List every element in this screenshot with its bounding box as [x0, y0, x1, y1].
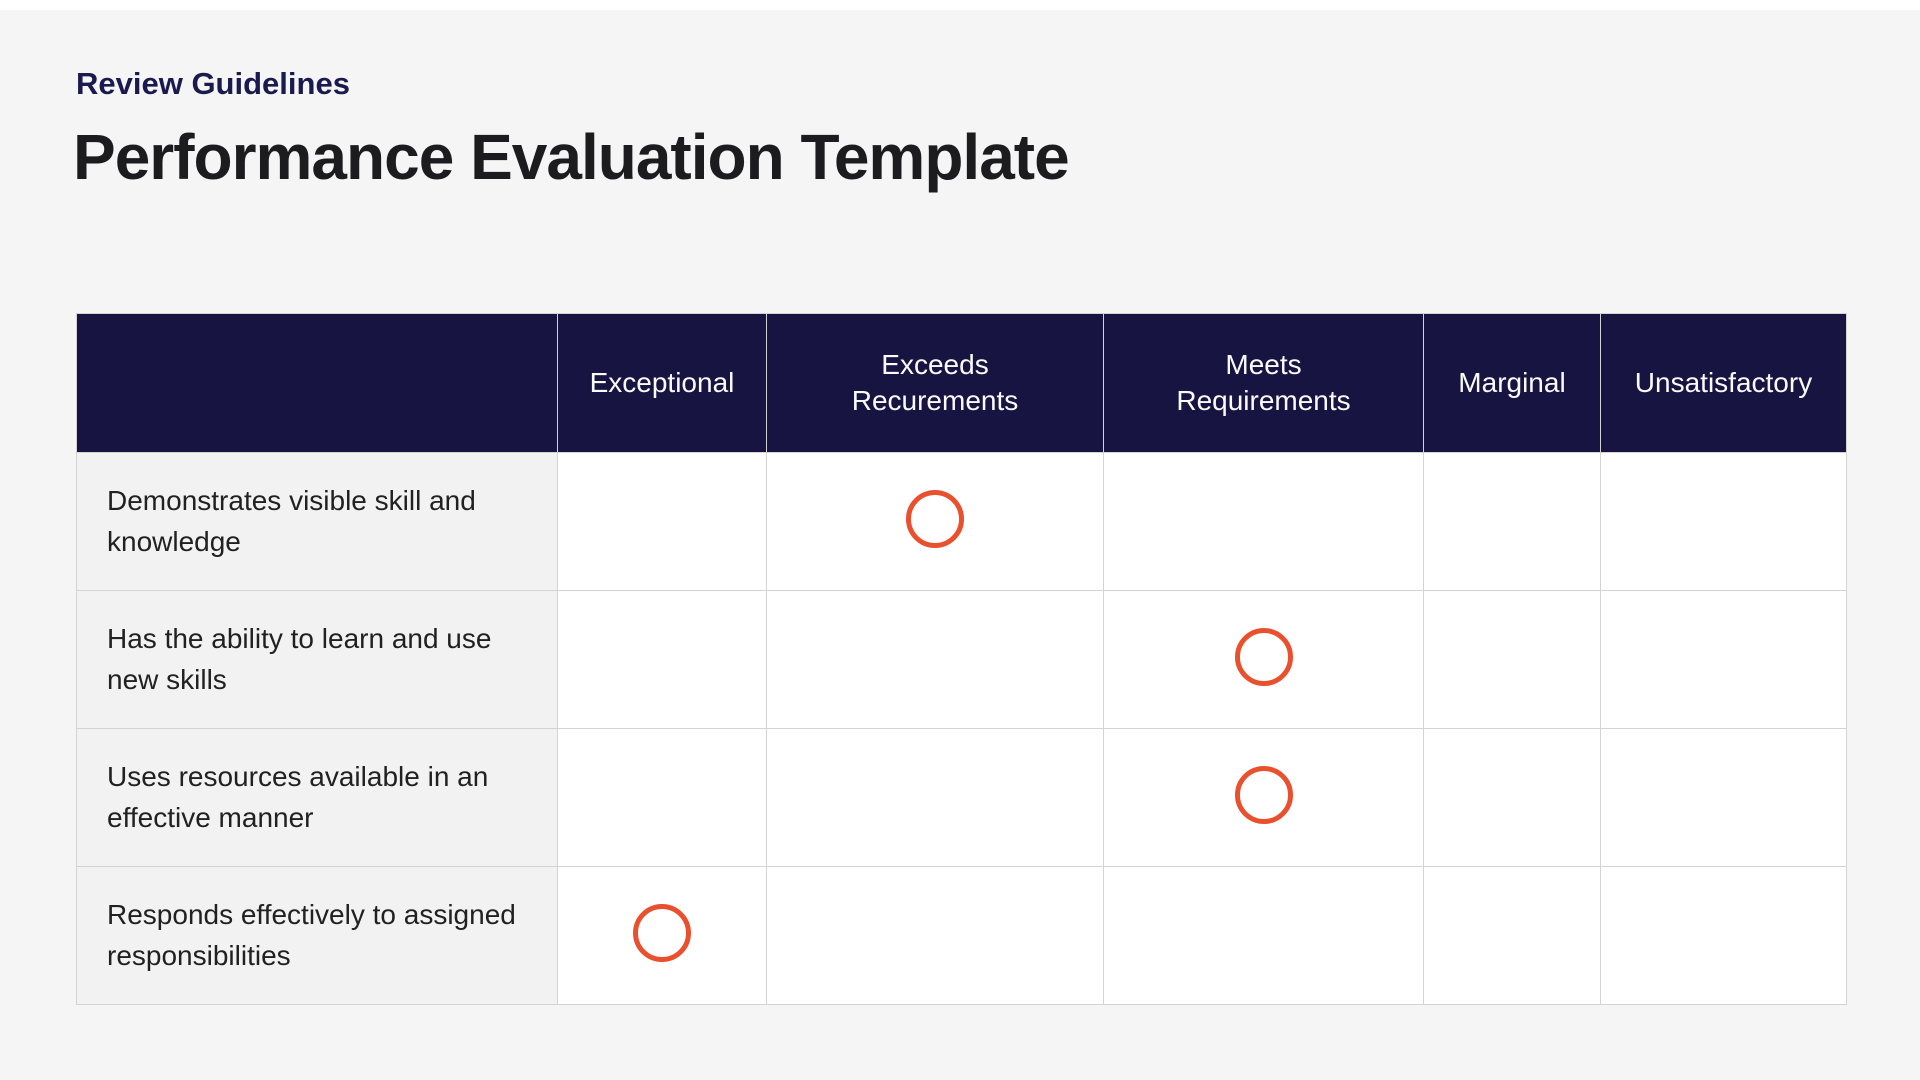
selected-rating-circle-icon	[1234, 628, 1293, 686]
header-row: Exceptional Exceeds Recurements Meets Requ…	[76, 313, 1847, 453]
corner-header-cell	[76, 313, 558, 453]
rating-cell-exceeds-recurements[interactable]	[766, 728, 1104, 867]
column-header-label: Marginal	[1458, 367, 1566, 399]
rating-cell-marginal[interactable]	[1423, 866, 1601, 1005]
rating-cell-unsatisfactory[interactable]	[1600, 452, 1847, 591]
column-header-label: Exceeds Recurements	[851, 349, 1019, 416]
rating-cell-unsatisfactory[interactable]	[1600, 590, 1847, 729]
page-title: Performance Evaluation Template	[73, 121, 1070, 193]
rating-cell-meets-requirements[interactable]	[1103, 866, 1424, 1005]
criterion-label: Responds effectively to assigned respons…	[107, 898, 516, 971]
table-row: Has the ability to learn and use new ski…	[76, 590, 1847, 729]
rating-cell-exceptional[interactable]	[557, 452, 767, 591]
column-header-label: Exceptional	[589, 367, 735, 399]
column-header-unsatisfactory: Unsatisfactory	[1600, 313, 1847, 453]
rating-cell-marginal[interactable]	[1423, 728, 1601, 867]
table-row: Uses resources available in an effective…	[76, 728, 1847, 867]
column-header-label: Meets Requirements	[1176, 349, 1351, 416]
criterion-label: Has the ability to learn and use new ski…	[107, 622, 492, 695]
rating-cell-meets-requirements[interactable]	[1103, 590, 1424, 729]
rating-cell-unsatisfactory[interactable]	[1600, 866, 1847, 1005]
criterion-label-cell: Demonstrates visible skill and knowledge	[76, 452, 558, 591]
rating-cell-marginal[interactable]	[1423, 590, 1601, 729]
criterion-label-cell: Responds effectively to assigned respons…	[76, 866, 558, 1005]
column-header-marginal: Marginal	[1423, 313, 1601, 453]
column-header-exceptional: Exceptional	[557, 313, 767, 453]
eyebrow-label: Review Guidelines	[76, 66, 350, 101]
selected-rating-circle-icon	[1234, 766, 1293, 824]
rating-table-header: Exceptional Exceeds Recurements Meets Requ…	[76, 313, 1847, 453]
column-header-label: Unsatisfactory	[1634, 367, 1813, 399]
criterion-label: Demonstrates visible skill and knowledge	[107, 484, 476, 557]
rating-cell-exceptional[interactable]	[557, 728, 767, 867]
rating-cell-meets-requirements[interactable]	[1103, 452, 1424, 591]
rating-cell-exceptional[interactable]	[557, 590, 767, 729]
criterion-label-cell: Uses resources available in an effective…	[76, 728, 558, 867]
rating-cell-meets-requirements[interactable]	[1103, 728, 1424, 867]
selected-rating-circle-icon	[633, 904, 691, 962]
selected-rating-circle-icon	[906, 490, 964, 548]
rating-cell-exceeds-recurements[interactable]	[766, 866, 1104, 1005]
rating-cell-exceeds-recurements[interactable]	[766, 590, 1104, 729]
table-row: Demonstrates visible skill and knowledge	[76, 452, 1847, 591]
table-row: Responds effectively to assigned respons…	[76, 866, 1847, 1005]
rating-table-container: Exceptional Exceeds Recurements Meets Requ…	[76, 313, 1847, 1005]
rating-table: Exceptional Exceeds Recurements Meets Requ…	[76, 313, 1847, 1005]
rating-cell-exceeds-recurements[interactable]	[766, 452, 1104, 591]
rating-cell-unsatisfactory[interactable]	[1600, 728, 1847, 867]
rating-cell-marginal[interactable]	[1423, 452, 1601, 591]
column-header-exceeds-recurements: Exceeds Recurements	[766, 313, 1104, 453]
criterion-label: Uses resources available in an effective…	[107, 760, 489, 833]
column-header-meets-requirements: Meets Requirements	[1103, 313, 1424, 453]
canvas-top-edge	[0, 0, 1920, 10]
rating-cell-exceptional[interactable]	[557, 866, 767, 1005]
rating-table-body: Demonstrates visible skill and knowledge…	[76, 452, 1847, 1005]
criterion-label-cell: Has the ability to learn and use new ski…	[76, 590, 558, 729]
